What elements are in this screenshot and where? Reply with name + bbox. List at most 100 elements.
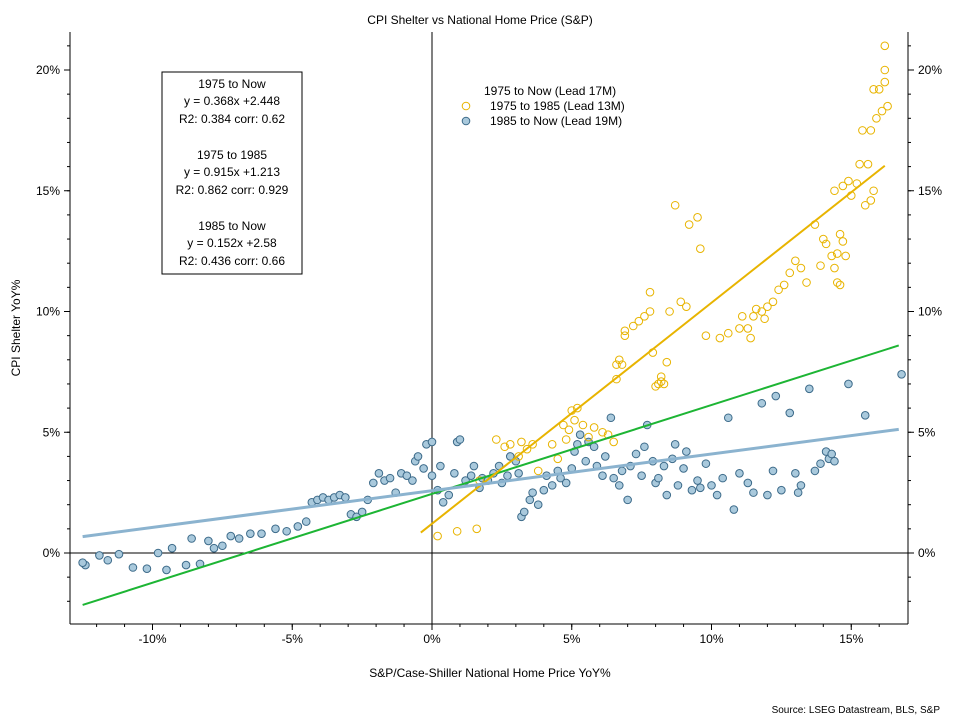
- y-tick-label-right: 10%: [918, 305, 942, 319]
- point-1975-1985: [841, 251, 850, 261]
- point-1975-1985: [500, 442, 509, 452]
- y-tick-label-right: 5%: [918, 425, 936, 439]
- point-1975-1985: [827, 251, 836, 261]
- point-1985-now: [469, 461, 479, 471]
- y-axis-title: CPI Shelter YoY%: [9, 279, 23, 376]
- point-1985-now: [218, 541, 227, 551]
- fit-line: [82, 344, 900, 606]
- point-1975-1985: [816, 261, 825, 270]
- point-1975-1985: [737, 312, 747, 321]
- y-tick-label-left: 20%: [36, 63, 60, 77]
- point-1985-now: [408, 476, 417, 485]
- point-1985-now: [897, 369, 906, 379]
- point-1985-now: [341, 493, 350, 502]
- point-1975-1985: [844, 176, 853, 186]
- point-1975-1985: [791, 256, 800, 266]
- point-1985-now: [757, 398, 767, 408]
- point-1975-1985: [472, 524, 482, 534]
- y-tick-label-left: 15%: [36, 184, 60, 198]
- point-1985-now: [455, 435, 465, 444]
- point-1985-now: [791, 469, 800, 478]
- point-1975-1985: [872, 114, 881, 123]
- point-1975-1985: [760, 314, 769, 324]
- point-1975-1985: [553, 454, 563, 464]
- point-1975-1985: [880, 41, 890, 51]
- point-1975-1985: [832, 249, 842, 258]
- point-1975-1985: [802, 278, 811, 287]
- point-1975-1985: [832, 278, 842, 287]
- point-1975-1985: [749, 312, 758, 321]
- point-1985-now: [796, 481, 806, 490]
- point-1975-1985: [821, 239, 831, 249]
- point-1985-now: [187, 534, 196, 543]
- stats-line: 1985 to Now: [198, 219, 266, 233]
- point-1985-now: [385, 473, 395, 483]
- point-1975-1985: [651, 382, 660, 391]
- point-1975-1985: [684, 220, 694, 229]
- point-1985-now: [419, 464, 428, 473]
- point-1975-1985: [830, 186, 839, 196]
- point-1985-now: [830, 456, 839, 466]
- point-1975-1985: [860, 200, 870, 210]
- point-1975-1985: [774, 285, 783, 295]
- point-1975-1985: [743, 324, 753, 333]
- point-1975-1985: [612, 360, 621, 369]
- point-1975-1985: [796, 263, 806, 273]
- y-tick-label-right: 20%: [918, 63, 942, 77]
- point-1975-1985: [528, 440, 537, 449]
- point-1985-now: [640, 442, 649, 452]
- stats-line: y = 0.152x +2.58: [187, 236, 277, 250]
- stats-line: 1975 to Now: [198, 77, 266, 91]
- point-1975-1985: [830, 263, 839, 273]
- point-1985-now: [575, 430, 585, 439]
- point-1975-1985: [614, 355, 624, 365]
- point-1975-1985: [715, 333, 725, 343]
- point-1985-now: [673, 481, 683, 490]
- stats-line: R2: 0.862 corr: 0.929: [176, 183, 289, 197]
- point-1975-1985: [880, 77, 890, 87]
- x-tick-label: -10%: [138, 632, 166, 646]
- point-1975-1985: [768, 297, 778, 307]
- point-1975-1985: [573, 403, 582, 413]
- point-1985-now: [78, 558, 87, 567]
- point-1985-now: [114, 549, 124, 559]
- point-1975-1985: [547, 440, 557, 449]
- point-1975-1985: [628, 321, 638, 331]
- point-1975-1985: [858, 126, 867, 135]
- stats-box-frame: [161, 71, 303, 275]
- point-1975-1985: [561, 435, 571, 444]
- fit-line: [82, 427, 899, 539]
- point-1975-1985: [578, 420, 588, 430]
- point-1975-1985: [682, 302, 691, 311]
- point-1985-now: [561, 478, 571, 488]
- y-tick-label-right: 15%: [918, 184, 942, 198]
- point-1975-1985: [634, 316, 644, 326]
- point-1975-1985: [838, 181, 848, 191]
- point-1975-1985: [693, 213, 702, 222]
- legend-entry: 1985 to Now (Lead 19M): [490, 114, 622, 128]
- point-1975-1985: [598, 427, 607, 437]
- legend-marker-1985-now: [461, 116, 471, 126]
- point-1985-now: [246, 529, 255, 538]
- point-1975-1985: [866, 126, 876, 135]
- point-1985-now: [413, 452, 423, 461]
- point-1985-now: [860, 411, 870, 420]
- point-1985-now: [609, 473, 618, 483]
- point-1985-now: [749, 488, 758, 497]
- point-1985-now: [427, 471, 437, 481]
- point-1985-now: [827, 449, 836, 459]
- point-1985-now: [369, 478, 378, 488]
- scatter-points: [78, 41, 906, 575]
- stats-box: 1975 to Now y = 0.368x +2.448 R2: 0.384 …: [161, 71, 303, 275]
- source-note: Source: LSEG Datastream, BLS, S&P: [772, 705, 941, 716]
- point-1985-now: [598, 471, 607, 481]
- point-1985-now: [271, 524, 280, 534]
- point-1985-now: [679, 464, 688, 473]
- point-1985-now: [293, 522, 303, 531]
- point-1985-now: [743, 478, 753, 488]
- point-1985-now: [204, 536, 213, 546]
- stats-line: y = 0.368x +2.448: [184, 94, 280, 108]
- point-1985-now: [466, 471, 476, 481]
- point-1985-now: [712, 490, 722, 500]
- point-1975-1985: [676, 297, 686, 307]
